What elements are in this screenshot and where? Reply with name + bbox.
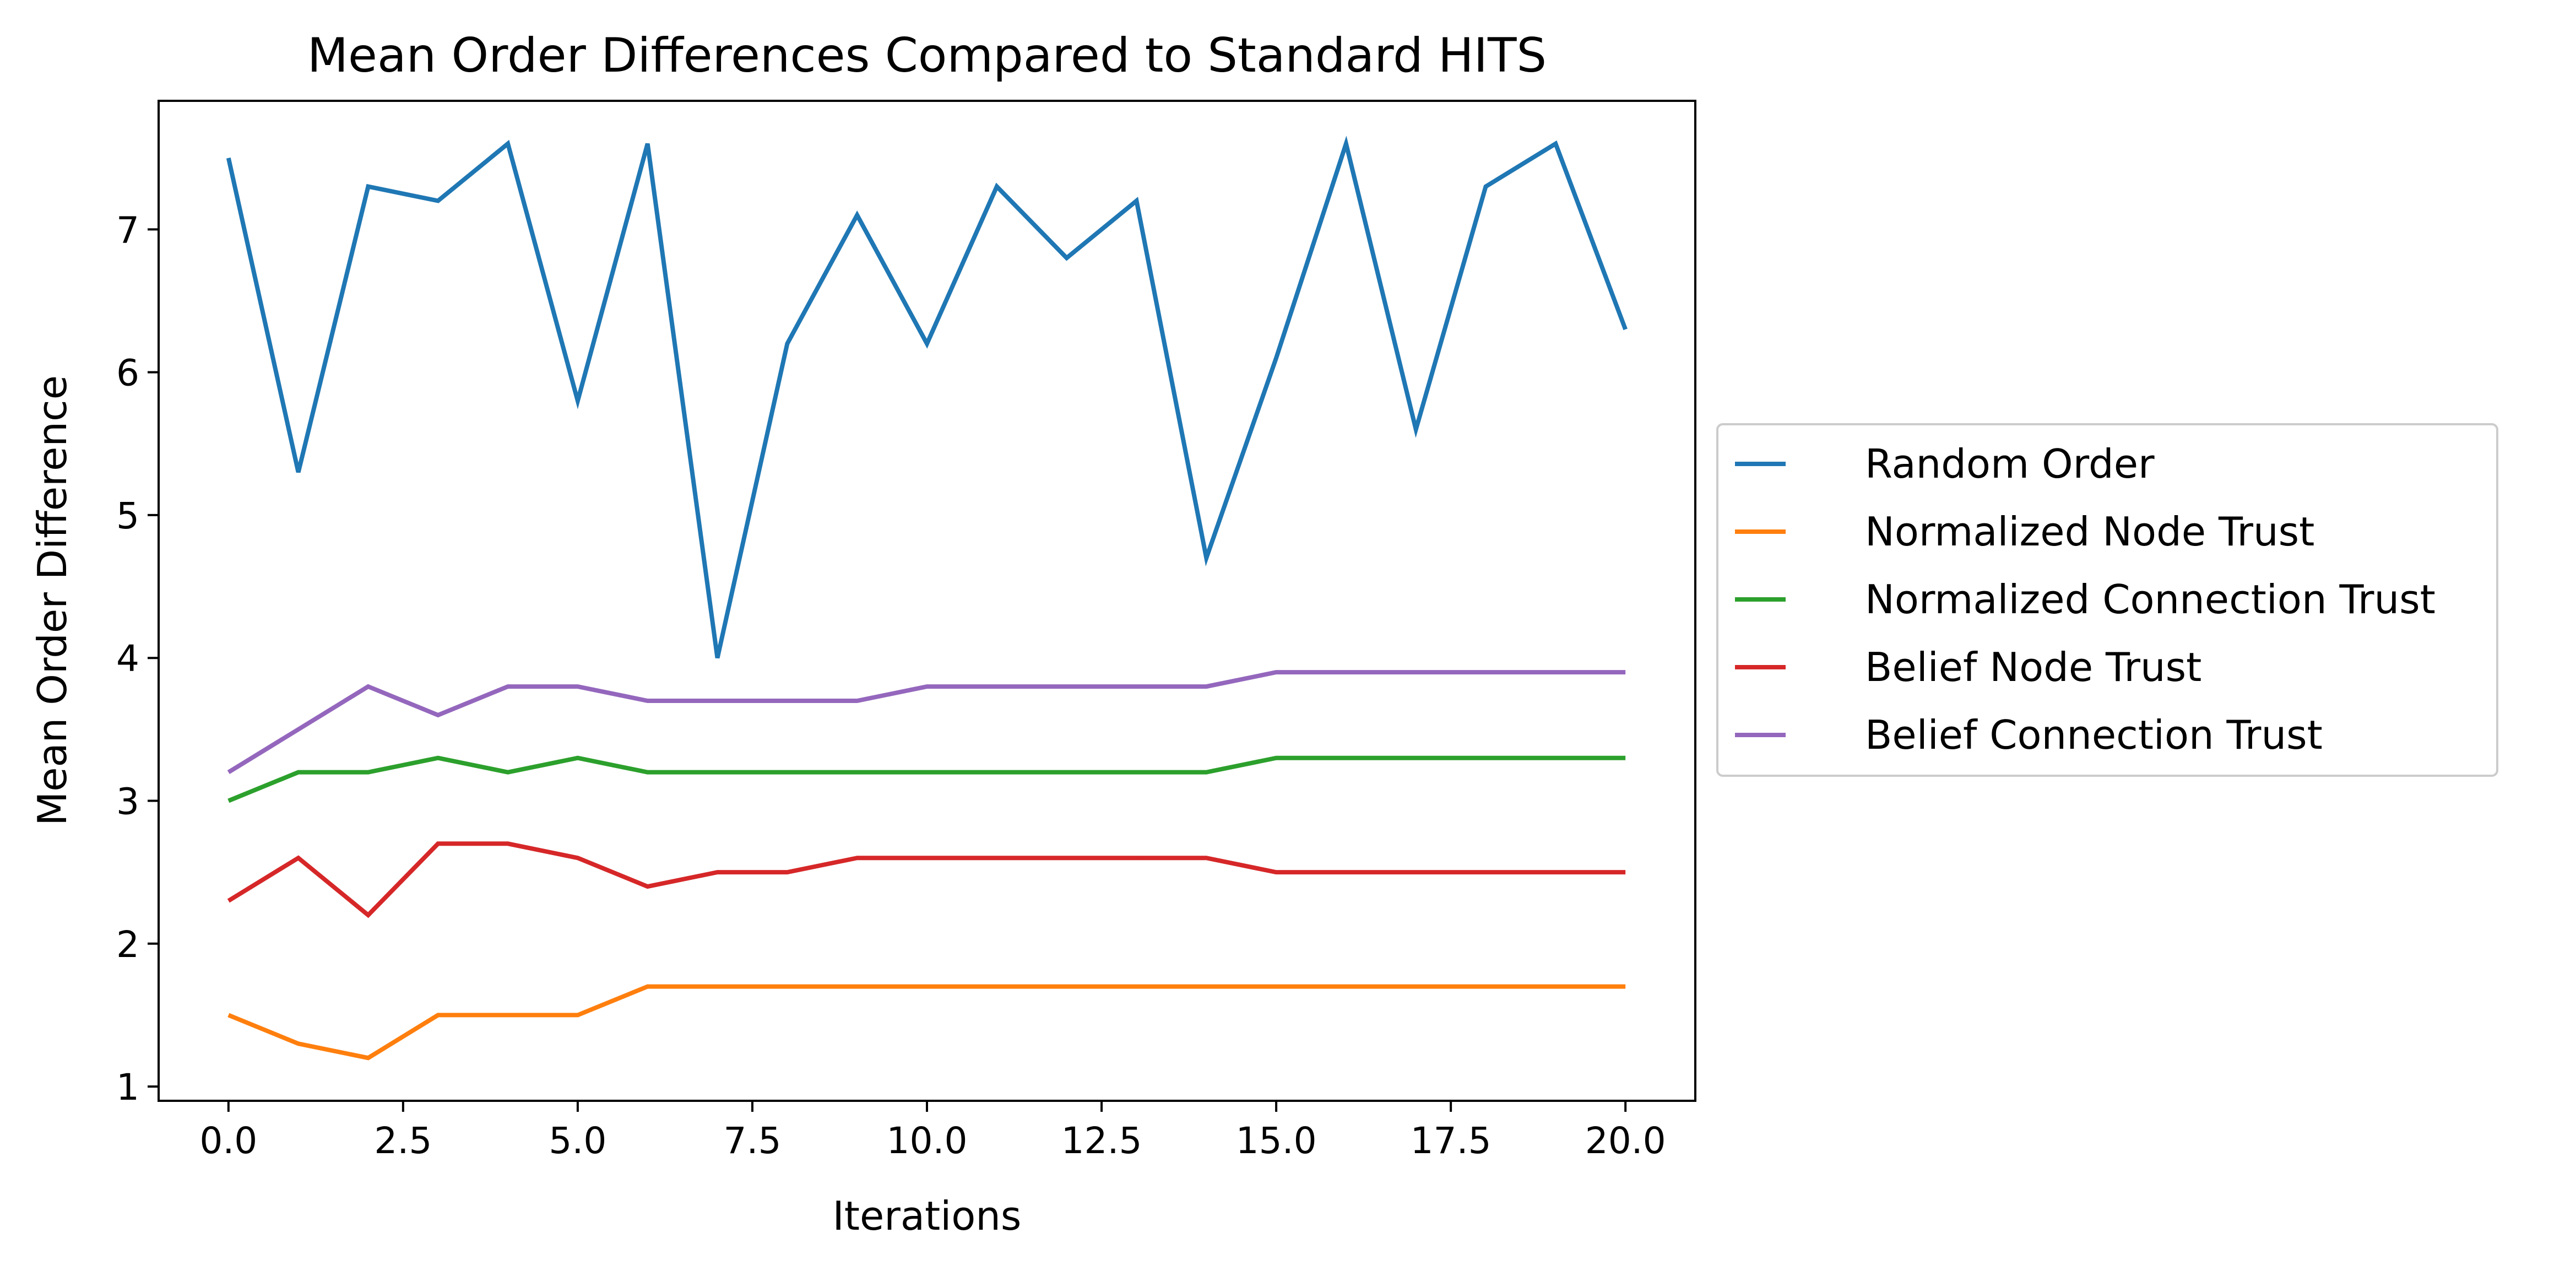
x-tick-label: 17.5 [1411, 1120, 1492, 1162]
legend-label-3: Belief Node Trust [1865, 644, 2201, 690]
y-tick-label: 7 [116, 209, 139, 251]
y-tick-label: 6 [116, 352, 139, 394]
series-line-1 [229, 987, 1625, 1058]
y-tick-label: 4 [116, 637, 139, 680]
x-tick-label: 15.0 [1236, 1120, 1317, 1162]
x-axis: 0.0 2.5 5.0 7.5 10.0 12.5 15.0 17.5 20.0 [199, 1101, 1666, 1162]
x-tick-label: 2.5 [374, 1120, 432, 1162]
plot-area [229, 144, 1626, 1058]
chart-title: Mean Order Differences Compared to Stand… [307, 28, 1547, 83]
legend-label-0: Random Order [1865, 441, 2155, 487]
x-tick-label: 5.0 [549, 1120, 606, 1162]
y-axis-label: Mean Order Difference [29, 375, 75, 826]
series-line-3 [229, 844, 1625, 915]
series-line-2 [229, 758, 1625, 801]
x-tick-label: 10.0 [887, 1120, 968, 1162]
x-axis-label: Iterations [833, 1193, 1022, 1239]
legend: Random Order Normalized Node Trust Normali… [1717, 424, 2497, 776]
y-tick-label: 1 [116, 1066, 139, 1109]
y-tick-label: 3 [116, 781, 139, 823]
x-tick-label: 12.5 [1061, 1120, 1142, 1162]
legend-label-1: Normalized Node Trust [1865, 509, 2314, 555]
x-tick-label: 20.0 [1585, 1120, 1666, 1162]
legend-label-4: Belief Connection Trust [1865, 712, 2323, 758]
x-tick-label: 0.0 [199, 1120, 257, 1162]
legend-label-2: Normalized Connection Trust [1865, 576, 2436, 623]
y-tick-label: 5 [116, 495, 139, 537]
y-axis: 1 2 3 4 5 6 7 [116, 209, 159, 1109]
x-tick-label: 7.5 [723, 1120, 781, 1162]
y-tick-label: 2 [116, 923, 139, 966]
plot-frame [159, 101, 1695, 1101]
series-line-0 [229, 144, 1625, 658]
